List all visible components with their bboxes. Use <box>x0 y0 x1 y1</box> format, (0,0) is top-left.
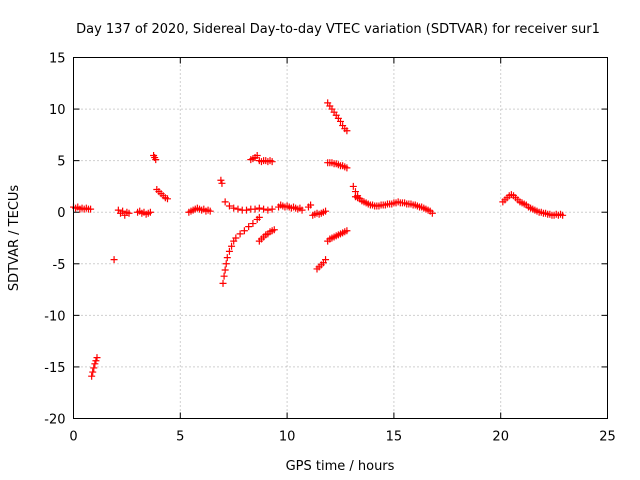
data-point-marker <box>322 207 330 215</box>
data-point-marker <box>343 164 351 172</box>
data-point-marker <box>356 195 364 203</box>
data-point-marker <box>270 226 278 234</box>
data-point-marker <box>146 208 154 216</box>
chart-title: Day 137 of 2020, Sidereal Day-to-day VTE… <box>76 22 600 37</box>
data-points <box>70 99 567 380</box>
data-point-marker <box>88 372 96 380</box>
y-tick-label: -20 <box>44 413 65 428</box>
data-point-marker <box>249 220 257 228</box>
data-point-marker <box>307 201 315 209</box>
data-point-marker <box>337 117 344 125</box>
y-tick-label: -15 <box>44 361 65 376</box>
data-point-marker <box>253 151 261 159</box>
data-point-marker <box>163 195 171 203</box>
data-point-marker <box>268 205 276 213</box>
data-point-marker <box>428 209 436 217</box>
x-tick-label: 10 <box>279 430 296 445</box>
data-point-marker <box>240 227 248 235</box>
x-tick-label: 20 <box>492 430 509 445</box>
x-tick-label: 15 <box>386 430 403 445</box>
data-point-marker <box>243 206 251 214</box>
data-point-marker <box>110 256 118 264</box>
data-point-marker <box>343 127 351 135</box>
data-point-marker <box>245 223 253 231</box>
y-tick-label: 5 <box>57 155 65 170</box>
data-point-marker <box>232 234 240 242</box>
data-point-marker <box>119 207 127 215</box>
data-point-marker <box>220 272 228 280</box>
y-tick-label: -5 <box>53 258 66 273</box>
data-point-marker <box>219 279 227 287</box>
data-point-marker <box>234 205 242 213</box>
data-point-marker <box>230 204 238 212</box>
data-point-marker <box>228 242 236 250</box>
x-axis-label: GPS time / hours <box>286 459 395 474</box>
data-point-marker <box>349 182 357 190</box>
data-point-marker <box>217 176 225 184</box>
y-tick-label: 0 <box>57 206 65 221</box>
data-point-marker <box>236 230 244 238</box>
plot-frame <box>73 57 608 419</box>
data-point-marker <box>343 227 351 235</box>
x-tick-label: 0 <box>69 430 77 445</box>
data-point-marker <box>87 205 95 213</box>
data-point-marker <box>559 211 567 219</box>
data-point-marker <box>93 354 101 362</box>
data-point-marker <box>223 254 231 262</box>
grid-lines <box>73 57 608 419</box>
data-point-marker <box>322 256 330 264</box>
data-point-marker <box>255 204 263 212</box>
data-point-marker <box>251 205 259 213</box>
data-point-marker <box>225 202 233 210</box>
data-point-marker <box>225 247 233 255</box>
y-tick-label: 15 <box>49 52 66 67</box>
data-point-marker <box>298 206 306 214</box>
axis-ticks: 0 5 10 15 20 25 -20 -15 -10 -5 0 5 10 15 <box>44 52 616 445</box>
data-point-marker <box>218 179 226 187</box>
data-point-marker <box>221 266 229 274</box>
data-point-marker <box>89 368 97 376</box>
y-axis-label: SDTVAR / TECUs <box>7 185 22 292</box>
data-point-marker <box>221 198 229 206</box>
x-tick-label: 5 <box>176 430 184 445</box>
data-point-marker <box>206 207 214 215</box>
data-point-marker <box>255 213 263 221</box>
data-point-marker <box>90 364 98 372</box>
data-point-marker <box>92 357 100 365</box>
data-point-marker <box>222 260 230 268</box>
data-point-marker <box>260 205 268 213</box>
y-tick-label: 10 <box>49 103 66 118</box>
data-point-marker <box>264 206 272 214</box>
data-point-marker <box>125 209 133 217</box>
data-point-marker <box>91 360 99 368</box>
data-point-marker <box>152 156 160 164</box>
y-tick-label: -10 <box>44 309 65 324</box>
x-tick-label: 25 <box>599 430 616 445</box>
data-point-marker <box>268 158 276 166</box>
